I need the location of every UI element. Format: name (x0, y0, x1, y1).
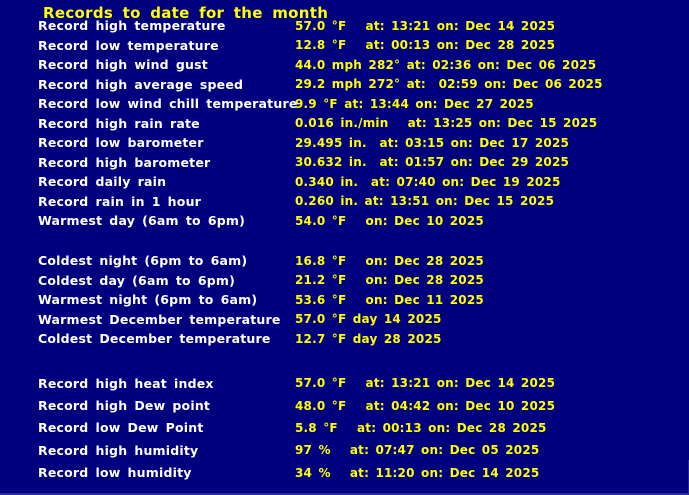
record-label: Warmest day (6am to 6pm) (38, 213, 246, 229)
record-value: 12.7 °F day 28 2025 (295, 331, 442, 346)
record-label: Record high average speed (38, 76, 244, 92)
record-value: 53.6 °F on: Dec 11 2025 (295, 292, 484, 307)
record-label: Record low temperature (38, 37, 219, 53)
record-label: Coldest night (6pm to 6am) (38, 253, 248, 269)
record-row: Coldest day (6am to 6pm) 21.2 °F on: Dec… (38, 271, 685, 291)
record-label: Record high heat index (38, 375, 214, 391)
record-label: Record high wind gust (38, 57, 208, 73)
record-value: 29.2 mph 272° at: 02:59 on: Dec 06 2025 (295, 77, 603, 92)
record-label: Record high humidity (38, 442, 199, 458)
record-label: Record low humidity (38, 465, 192, 481)
record-value: 0.340 in. at: 07:40 on: Dec 19 2025 (295, 174, 561, 189)
window-bottom-edge (0, 493, 689, 495)
page-title: Records to date for the month (43, 4, 329, 22)
record-value: 16.8 °F on: Dec 28 2025 (295, 253, 484, 268)
record-label: Record high Dew point (38, 398, 211, 414)
record-value: 57.0 °F day 14 2025 (295, 312, 442, 327)
record-value: 57.0 °F at: 13:21 on: Dec 14 2025 (295, 376, 556, 391)
record-row: Record rain in 1 hour 0.260 in. at: 13:5… (38, 192, 685, 212)
record-value: 0.016 in./min at: 13:25 on: Dec 15 2025 (295, 116, 598, 131)
record-value: 5.8 °F at: 00:13 on: Dec 28 2025 (295, 420, 547, 435)
record-row: Record low temperature 12.8 °F at: 00:13… (38, 36, 685, 56)
record-label: Warmest December temperature (38, 311, 281, 327)
records-section-main: Record high temperature 57.0 °F at: 13:2… (38, 16, 685, 231)
record-label: Record low Dew Point (38, 420, 204, 436)
record-value: 21.2 °F on: Dec 28 2025 (295, 273, 484, 288)
record-row: Record high Dew point 48.0 °F at: 04:42 … (38, 394, 685, 416)
record-value: 12.8 °F at: 00:13 on: Dec 28 2025 (295, 38, 556, 53)
record-value: 54.0 °F on: Dec 10 2025 (295, 213, 484, 228)
record-row: Record low barometer 29.495 in. at: 03:1… (38, 133, 685, 153)
record-label: Coldest day (6am to 6pm) (38, 272, 236, 288)
records-section-humidity-dew: Record high heat index 57.0 °F at: 13:21… (38, 372, 685, 484)
record-value: 29.495 in. at: 03:15 on: Dec 17 2025 (295, 135, 570, 150)
record-row: Record daily rain 0.340 in. at: 07:40 on… (38, 172, 685, 192)
record-row: Record high rain rate 0.016 in./min at: … (38, 114, 685, 134)
record-label: Warmest night (6pm to 6am) (38, 292, 258, 308)
records-section-day-night: Coldest night (6pm to 6am) 16.8 °F on: D… (38, 251, 685, 349)
record-row: Record high humidity 97 % at: 07:47 on: … (38, 439, 685, 461)
record-label: Record daily rain (38, 174, 167, 190)
record-row: Record high barometer 30.632 in. at: 01:… (38, 153, 685, 173)
record-row: Warmest December temperature 57.0 °F day… (38, 310, 685, 330)
record-row: Record high temperature 57.0 °F at: 13:2… (38, 16, 685, 36)
record-label: Record low wind chill temperature (38, 96, 298, 112)
record-value: 44.0 mph 282° at: 02:36 on: Dec 06 2025 (295, 57, 597, 72)
record-value: 48.0 °F at: 04:42 on: Dec 10 2025 (295, 398, 556, 413)
record-row: Coldest night (6pm to 6am) 16.8 °F on: D… (38, 251, 685, 271)
record-value: 34 % at: 11:20 on: Dec 14 2025 (295, 465, 540, 480)
record-row: Record low humidity 34 % at: 11:20 on: D… (38, 462, 685, 484)
record-row: Warmest night (6pm to 6am) 53.6 °F on: D… (38, 290, 685, 310)
record-row: Record high wind gust 44.0 mph 282° at: … (38, 55, 685, 75)
record-value: 30.632 in. at: 01:57 on: Dec 29 2025 (295, 155, 570, 170)
record-label: Coldest December temperature (38, 331, 271, 347)
record-row: Record low wind chill temperature 9.9 °F… (38, 94, 685, 114)
record-label: Record high rain rate (38, 115, 200, 131)
record-label: Record low barometer (38, 135, 204, 151)
record-label: Record rain in 1 hour (38, 193, 202, 209)
record-value: 97 % at: 07:47 on: Dec 05 2025 (295, 443, 540, 458)
record-label: Record high barometer (38, 154, 211, 170)
record-row: Record high average speed 29.2 mph 272° … (38, 75, 685, 95)
record-row: Record low Dew Point 5.8 °F at: 00:13 on… (38, 417, 685, 439)
record-row: Record high heat index 57.0 °F at: 13:21… (38, 372, 685, 394)
record-row: Warmest day (6am to 6pm) 54.0 °F on: Dec… (38, 211, 685, 231)
record-row: Coldest December temperature 12.7 °F day… (38, 329, 685, 349)
record-value: 57.0 °F at: 13:21 on: Dec 14 2025 (295, 18, 556, 33)
record-label: Record high temperature (38, 18, 226, 34)
record-value: 9.9 °F at: 13:44 on: Dec 27 2025 (295, 96, 534, 111)
record-value: 0.260 in. at: 13:51 on: Dec 15 2025 (295, 194, 555, 209)
